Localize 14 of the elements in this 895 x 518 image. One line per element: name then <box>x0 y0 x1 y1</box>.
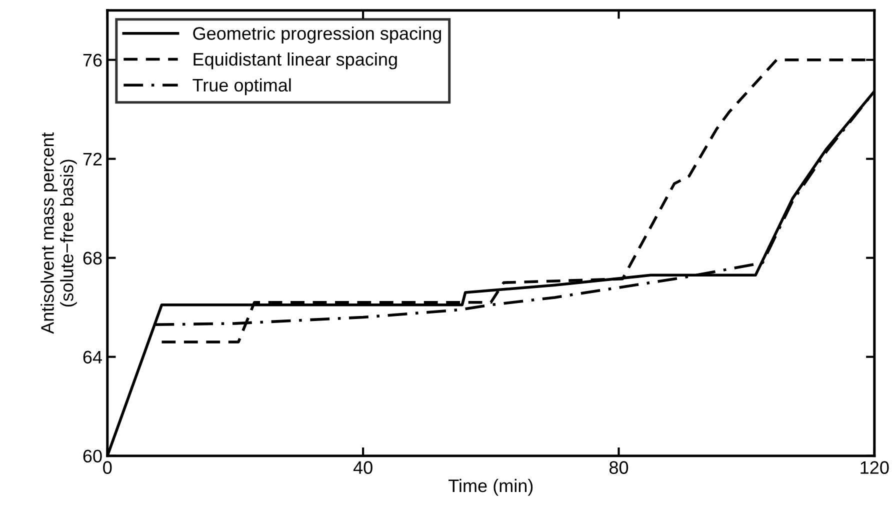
y-tick-label: 64 <box>83 350 102 364</box>
y-tick-label: 76 <box>83 54 102 67</box>
x-tick-label: 120 <box>860 461 889 474</box>
legend-label: Geometric progression spacing <box>193 26 441 44</box>
x-tick-label: 80 <box>609 461 628 474</box>
x-tick-label: 40 <box>353 461 372 474</box>
y-tick-label: 60 <box>83 450 102 463</box>
legend-label: Equidistant linear spacing <box>194 52 397 70</box>
legend-label: True optimal <box>192 78 291 96</box>
x-axis-title: Time (min) <box>448 478 533 496</box>
y-axis-title: Antisolvent mass percent (solute−free basis) <box>40 132 77 334</box>
y-tick-label: 68 <box>83 252 102 265</box>
y-tick-label: 72 <box>83 152 102 166</box>
x-tick-label: 0 <box>103 461 112 474</box>
